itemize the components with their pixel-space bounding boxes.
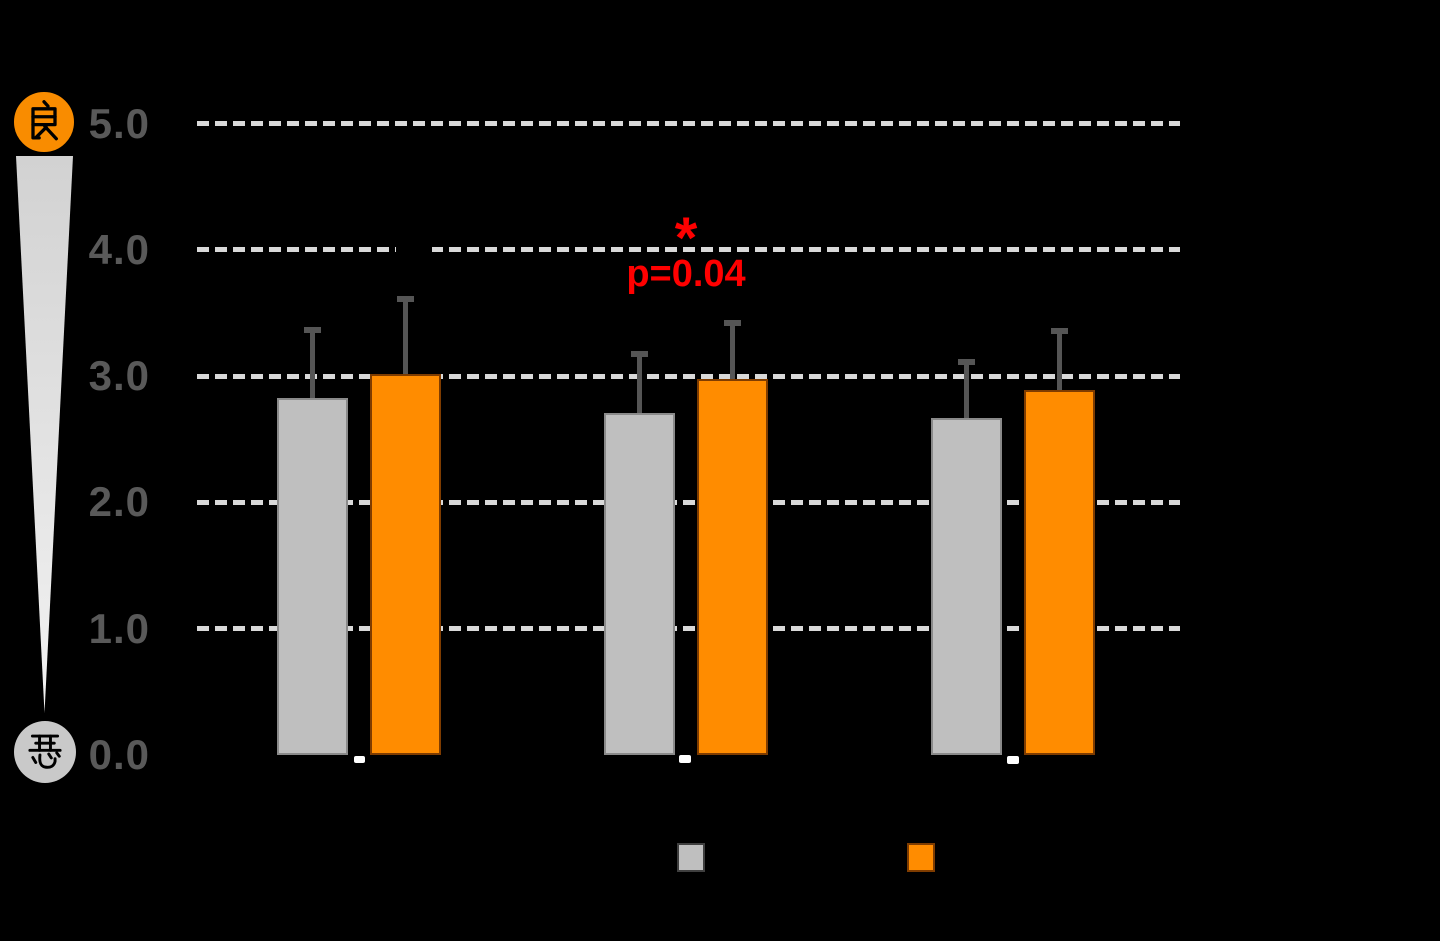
good-scale-badge: 良 bbox=[11, 89, 77, 155]
p-value-label: p=0.04 bbox=[626, 253, 746, 295]
bar-gray-series-group2 bbox=[604, 412, 675, 755]
error-bar-cap bbox=[631, 351, 648, 358]
bar-gray-series-group3 bbox=[931, 417, 1002, 755]
y-axis-tick-label: 1.0 bbox=[88, 604, 150, 652]
good-label-text: 良 bbox=[24, 93, 64, 151]
error-bar-whisker bbox=[637, 352, 642, 413]
error-bar-cap bbox=[304, 327, 321, 334]
error-bar-whisker bbox=[730, 320, 735, 379]
y-axis-tick-label: 4.0 bbox=[88, 225, 150, 273]
legend-swatch-orange bbox=[907, 843, 935, 872]
kanji-bad-icon bbox=[28, 734, 62, 769]
x-axis-tick-artifact bbox=[679, 755, 691, 763]
error-bar-whisker bbox=[310, 328, 315, 398]
error-bar-whisker bbox=[964, 359, 969, 418]
bar-orange-series-group2 bbox=[697, 378, 768, 755]
x-axis-tick-artifact bbox=[1007, 756, 1019, 764]
bad-label-text: 悪 bbox=[25, 723, 65, 781]
gridline bbox=[197, 247, 1180, 253]
significance-star: * bbox=[674, 206, 698, 271]
gridline bbox=[197, 373, 1180, 379]
error-bar-cap bbox=[1051, 328, 1068, 335]
gridline bbox=[197, 121, 1180, 126]
gridline-gap-artifact bbox=[396, 242, 432, 255]
bad-scale-badge: 悪 bbox=[14, 721, 76, 783]
x-axis-tick-artifact bbox=[354, 756, 365, 763]
bar-orange-series-group1 bbox=[370, 373, 441, 755]
legend-swatch-gray bbox=[677, 843, 705, 872]
error-bar-whisker bbox=[1057, 329, 1062, 390]
bar-gray-series-group1 bbox=[277, 397, 348, 755]
gridline bbox=[197, 499, 1180, 505]
y-axis-tick-label: 0.0 bbox=[88, 731, 150, 778]
error-bar-cap bbox=[958, 358, 975, 365]
y-axis-tick-label: 5.0 bbox=[88, 99, 150, 147]
error-bar-cap bbox=[397, 295, 414, 302]
bar-orange-series-group3 bbox=[1024, 389, 1095, 755]
y-axis-tick-label: 2.0 bbox=[88, 478, 150, 526]
error-bar-whisker bbox=[403, 296, 408, 374]
gridline bbox=[197, 626, 1180, 632]
kanji-good-icon bbox=[31, 100, 58, 141]
error-bar-cap bbox=[724, 319, 741, 326]
y-axis-tick-label: 3.0 bbox=[88, 352, 150, 400]
